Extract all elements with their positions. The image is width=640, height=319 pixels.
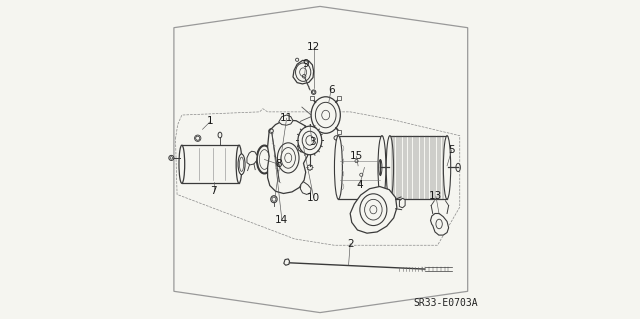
Ellipse shape (238, 154, 245, 174)
Ellipse shape (360, 194, 387, 226)
Text: 13: 13 (429, 191, 442, 201)
Polygon shape (284, 259, 289, 265)
Ellipse shape (179, 145, 185, 183)
Text: 9: 9 (302, 59, 309, 69)
Ellipse shape (278, 143, 299, 173)
Text: 3: 3 (308, 137, 316, 147)
Text: 11: 11 (280, 113, 293, 123)
Polygon shape (293, 60, 314, 84)
Ellipse shape (311, 97, 340, 133)
Text: 8: 8 (275, 159, 282, 169)
Text: 5: 5 (449, 145, 455, 155)
Polygon shape (300, 182, 311, 195)
Polygon shape (268, 120, 310, 194)
Text: 7: 7 (211, 186, 217, 196)
Polygon shape (278, 115, 293, 125)
Polygon shape (350, 187, 397, 233)
Ellipse shape (378, 136, 386, 199)
Text: 6: 6 (328, 85, 335, 95)
Text: 12: 12 (307, 42, 320, 52)
Text: 10: 10 (307, 193, 320, 203)
Ellipse shape (296, 63, 311, 81)
Polygon shape (399, 198, 405, 208)
Ellipse shape (335, 136, 342, 199)
Polygon shape (298, 140, 309, 152)
Text: 4: 4 (356, 180, 363, 190)
Polygon shape (431, 213, 449, 235)
Ellipse shape (444, 136, 451, 199)
Bar (310, 96, 314, 100)
Polygon shape (247, 151, 257, 165)
Text: SR33-E0703A: SR33-E0703A (413, 298, 478, 308)
Text: 15: 15 (350, 151, 363, 161)
Text: 14: 14 (275, 215, 289, 225)
Text: 2: 2 (347, 239, 353, 249)
Ellipse shape (386, 136, 394, 199)
Bar (337, 96, 341, 100)
Bar (310, 130, 314, 134)
Ellipse shape (298, 126, 322, 155)
Bar (337, 130, 341, 134)
Text: 1: 1 (207, 116, 214, 126)
Ellipse shape (236, 145, 242, 183)
